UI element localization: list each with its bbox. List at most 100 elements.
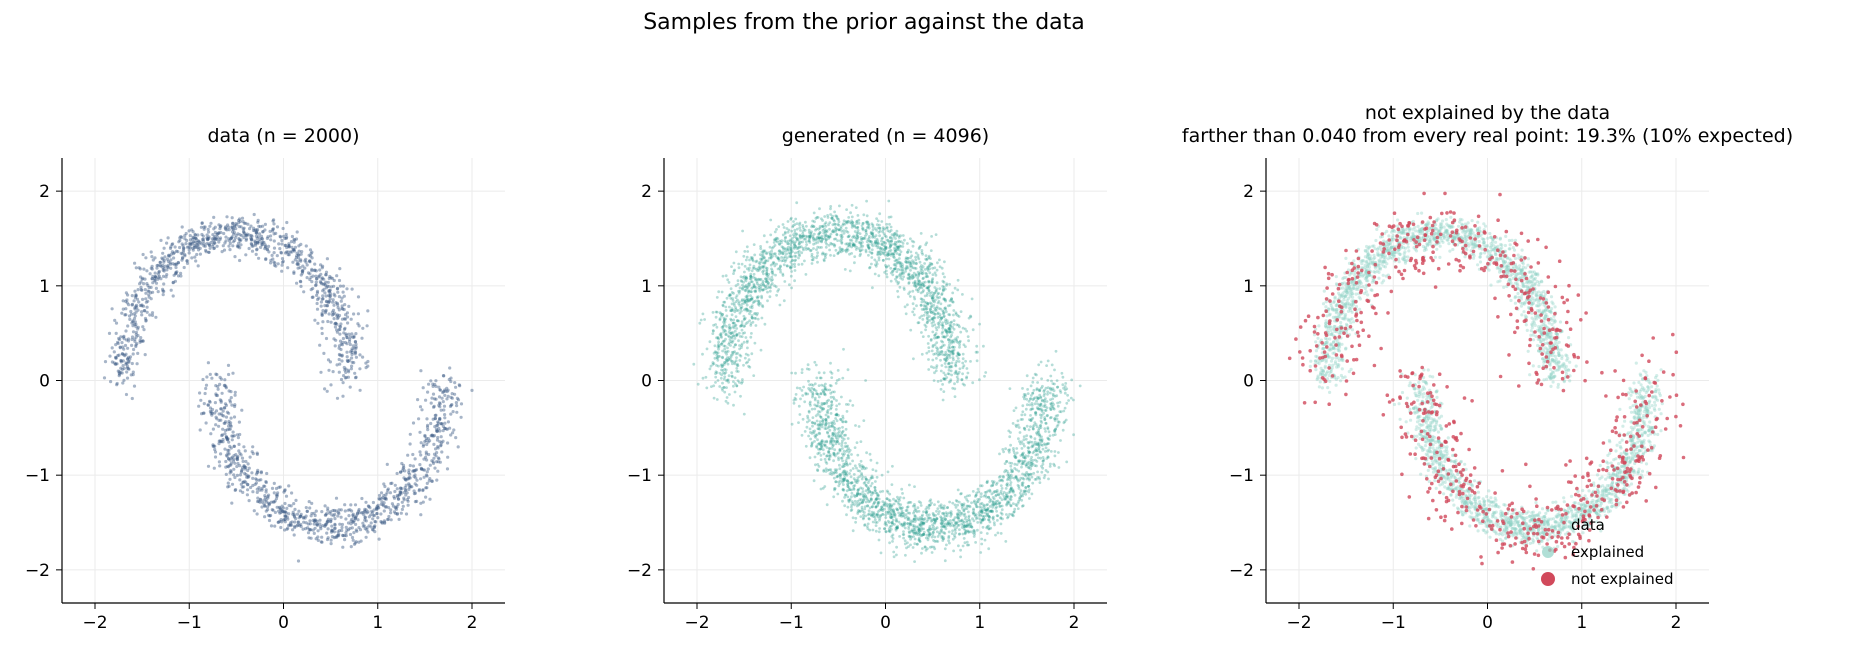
generated-point [789, 274, 793, 278]
data-point [144, 297, 148, 301]
generated-point [863, 523, 867, 526]
data-point [249, 485, 253, 490]
generated-point [907, 272, 911, 276]
data-point [304, 260, 308, 264]
data-point [272, 481, 276, 485]
data-point [446, 441, 450, 445]
data-point [417, 489, 421, 493]
data-point [352, 346, 356, 350]
data-point [193, 232, 197, 236]
generated-point [870, 262, 873, 266]
generated-point [718, 385, 722, 388]
data-point [122, 378, 126, 382]
data-point [389, 481, 393, 486]
generated-point [1039, 456, 1042, 460]
data-point [337, 308, 341, 312]
data-point [221, 409, 225, 413]
generated-point [836, 223, 840, 226]
generated-point [851, 404, 855, 407]
generated-point [742, 363, 745, 367]
generated-point [970, 297, 974, 301]
data-point [255, 228, 260, 232]
generated-point [835, 399, 838, 402]
generated-point [845, 489, 849, 493]
generated-point [935, 281, 939, 285]
data-point [332, 317, 336, 321]
data-point [383, 521, 387, 525]
data-point [413, 468, 418, 472]
generated-point [870, 256, 874, 259]
data-point [297, 244, 301, 248]
data-point [317, 275, 321, 279]
data-point [166, 263, 170, 267]
generated-point [1070, 378, 1074, 382]
data-point [333, 322, 337, 326]
data-point [413, 457, 417, 461]
generated-point [766, 290, 769, 294]
generated-point [1027, 449, 1030, 453]
data-point [237, 241, 241, 245]
data-point [229, 237, 233, 241]
data-point [337, 346, 341, 350]
data-point [264, 500, 268, 504]
data-point [276, 491, 280, 495]
generated-point [807, 231, 811, 234]
data-point [201, 411, 205, 415]
data-point [133, 306, 137, 310]
data-point [242, 464, 246, 468]
generated-point [848, 462, 852, 466]
data-point [291, 260, 295, 264]
data-point [204, 250, 208, 254]
data-point [393, 489, 397, 494]
data-point [365, 324, 369, 328]
generated-point [921, 513, 924, 517]
data-point [425, 425, 430, 429]
data-point [304, 257, 308, 261]
data-point [230, 236, 234, 240]
data-point [229, 456, 233, 460]
data-point [258, 232, 262, 236]
data-point [271, 219, 275, 223]
data-point [324, 286, 328, 290]
data-point [339, 299, 343, 303]
generated-point [822, 452, 826, 456]
data-point [354, 515, 358, 519]
data-point [358, 367, 362, 371]
data-point [356, 518, 360, 522]
data-point [219, 399, 223, 403]
data-point [141, 304, 146, 308]
data-point [171, 262, 175, 266]
generated-point [831, 432, 834, 435]
data-point [379, 512, 383, 516]
data-point [354, 514, 358, 518]
data-point [354, 342, 358, 346]
data-point [236, 436, 240, 440]
generated-point [745, 267, 749, 271]
data-point [435, 460, 439, 464]
data-point [202, 242, 206, 246]
data-point [162, 289, 166, 293]
data-point [183, 253, 187, 257]
data-point [256, 235, 261, 239]
data-point [254, 228, 258, 232]
generated-point [932, 379, 936, 382]
data-point [231, 434, 235, 438]
generated-point [978, 517, 982, 521]
data-point [296, 559, 301, 563]
data-point [352, 334, 356, 338]
data-point [114, 343, 118, 347]
data-point [259, 471, 263, 475]
data-point [324, 294, 328, 298]
data-point [133, 322, 137, 326]
data-point [170, 250, 174, 254]
data-point [131, 320, 135, 324]
generated-point [960, 502, 963, 506]
data-point [279, 518, 283, 522]
data-point [374, 520, 378, 524]
generated-point [876, 219, 880, 223]
generated-point [1040, 421, 1043, 424]
data-point [400, 507, 404, 511]
data-point [384, 505, 388, 509]
generated-point [959, 548, 962, 552]
data-point [356, 312, 360, 316]
